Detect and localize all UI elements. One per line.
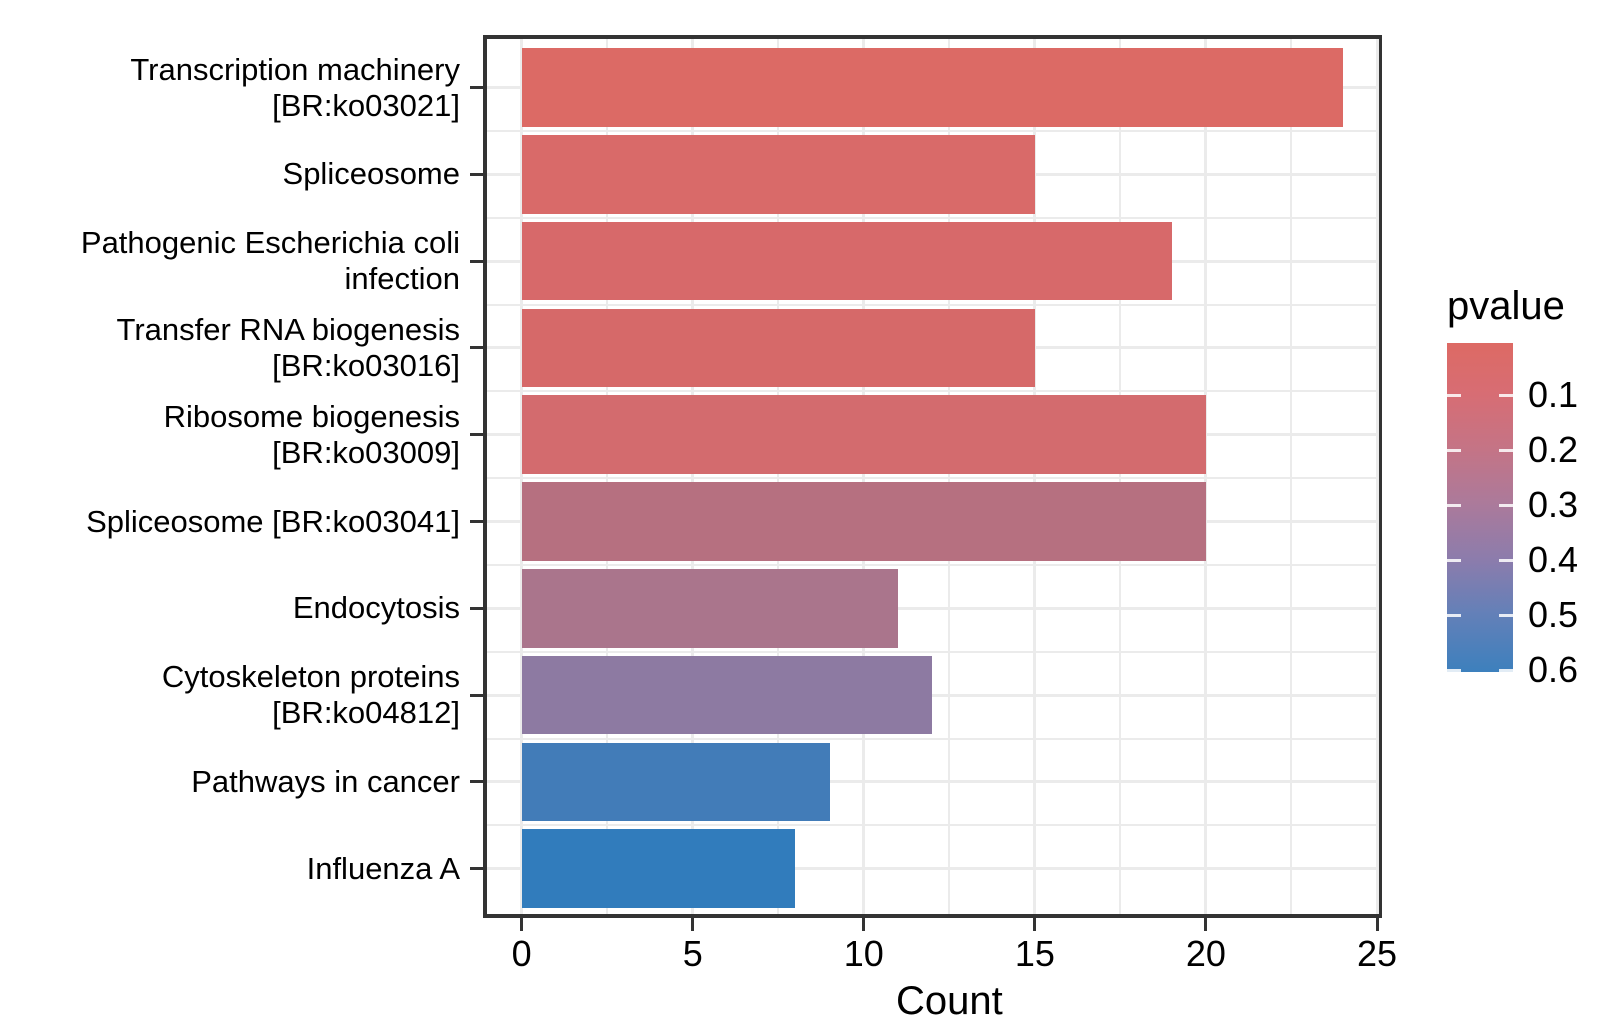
y-axis-tick-8	[470, 780, 483, 784]
x-axis-tick-5	[691, 918, 695, 931]
gridline-major-x-5	[691, 39, 695, 914]
legend-tick-label-0.2: 0.2	[1528, 429, 1579, 470]
y-axis-label-2: Pathogenic Escherichia coli infection	[80, 225, 460, 297]
y-axis-label-8: Pathways in cancer	[191, 763, 460, 799]
gridline-major-y-6	[487, 606, 1378, 610]
x-axis-tick-20	[1204, 918, 1208, 931]
gridline-minor-y-1	[487, 129, 1378, 132]
legend-tick-right-0.6	[1499, 668, 1513, 672]
gridline-major-y-8	[487, 780, 1378, 784]
y-axis-label-5: Spliceosome [BR:ko03041]	[86, 503, 460, 539]
bar-4	[521, 395, 1206, 474]
legend-tick-right-0.5	[1499, 613, 1513, 617]
x-axis-tick-0	[520, 918, 524, 931]
gridline-minor-y-6	[487, 563, 1378, 566]
legend-tick-right-0.2	[1499, 448, 1513, 452]
bar-6	[521, 569, 899, 648]
x-axis-tick-label-15: 15	[1014, 933, 1055, 974]
legend-tick-left-0.4	[1447, 558, 1461, 562]
y-axis-tick-5	[470, 520, 483, 523]
y-axis-tick-6	[470, 606, 483, 610]
y-axis-tick-1	[470, 172, 483, 176]
gridline-minor-y-5	[487, 477, 1378, 480]
legend-tick-left-0.6	[1447, 668, 1461, 672]
legend-tick-left-0.5	[1447, 613, 1461, 617]
x-axis-tick-label-25: 25	[1356, 933, 1398, 974]
y-axis-tick-7	[470, 693, 483, 697]
x-axis-tick-10	[862, 918, 866, 931]
gridline-minor-y-2	[487, 216, 1378, 219]
gridline-major-x-0	[520, 39, 524, 914]
y-axis-label-1: Spliceosome	[282, 156, 460, 192]
bar-7	[521, 655, 933, 735]
legend-tick-label-0.6: 0.6	[1528, 649, 1579, 690]
legend-tick-label-0.3: 0.3	[1528, 484, 1579, 525]
legend-tick-label-0.5: 0.5	[1528, 594, 1579, 635]
y-axis-label-7: Cytoskeleton proteins [BR:ko04812]	[161, 659, 460, 731]
gridline-minor-y-9	[487, 824, 1378, 827]
bar-5	[521, 482, 1206, 561]
y-axis-tick-0	[470, 86, 483, 89]
y-axis-tick-3	[470, 346, 483, 350]
bar-2	[521, 221, 1172, 301]
legend-tick-label-0.1: 0.1	[1528, 374, 1579, 415]
plot-panel	[483, 35, 1382, 918]
bar-9	[521, 829, 796, 908]
legend-tick-right-0.1	[1499, 393, 1513, 397]
y-axis-label-4: Ribosome biogenesis [BR:ko03009]	[163, 398, 460, 470]
x-axis-tick-label-20: 20	[1185, 933, 1226, 974]
y-axis-tick-9	[470, 867, 483, 871]
gridline-minor-x-12.5	[948, 39, 951, 914]
bar-0	[521, 48, 1343, 127]
legend-tick-right-0.3	[1499, 503, 1513, 507]
y-axis-label-3: Transfer RNA biogenesis [BR:ko03016]	[116, 311, 460, 383]
gridline-minor-y-4	[487, 390, 1378, 393]
y-axis-tick-4	[470, 433, 483, 437]
legend-tick-left-0.1	[1447, 393, 1461, 397]
legend-tick-left-0.2	[1447, 448, 1461, 452]
x-axis-tick-15	[1033, 918, 1037, 931]
x-axis-tick-25	[1375, 918, 1379, 931]
gridline-major-y-7	[487, 693, 1378, 697]
x-axis-tick-label-10: 10	[843, 933, 884, 974]
x-axis-tick-label-0: 0	[511, 933, 532, 974]
bar-1	[521, 135, 1035, 214]
gridline-minor-x-2.5	[606, 39, 609, 914]
gridline-minor-y-7	[487, 650, 1378, 653]
bar-3	[521, 308, 1035, 388]
gridline-major-x-20	[1204, 39, 1208, 914]
legend-tick-label-0.4: 0.4	[1528, 539, 1579, 580]
gridline-major-x-15	[1033, 39, 1037, 914]
x-axis-title: Count	[895, 979, 1003, 1023]
gridline-minor-x-7.5	[777, 39, 780, 914]
legend-tick-right-0.4	[1499, 558, 1513, 562]
gridline-minor-y-8	[487, 737, 1378, 740]
gridline-major-x-25	[1375, 39, 1379, 914]
gridline-major-y-9	[487, 867, 1378, 871]
legend-title: pvalue	[1447, 284, 1565, 328]
y-axis-label-9: Influenza A	[306, 850, 460, 886]
y-axis-label-0: Transcription machinery [BR:ko03021]	[130, 51, 460, 123]
legend-tick-left-0.3	[1447, 503, 1461, 507]
x-axis-tick-label-5: 5	[682, 933, 703, 974]
legend-colorbar	[1447, 343, 1513, 672]
gridline-minor-x-17.5	[1119, 39, 1122, 914]
gridline-minor-y-3	[487, 303, 1378, 306]
bar-8	[521, 742, 830, 822]
gridline-major-x-10	[862, 39, 866, 914]
y-axis-label-6: Endocytosis	[292, 590, 460, 626]
gridline-minor-x-22.5	[1290, 39, 1293, 914]
y-axis-tick-2	[470, 259, 483, 263]
